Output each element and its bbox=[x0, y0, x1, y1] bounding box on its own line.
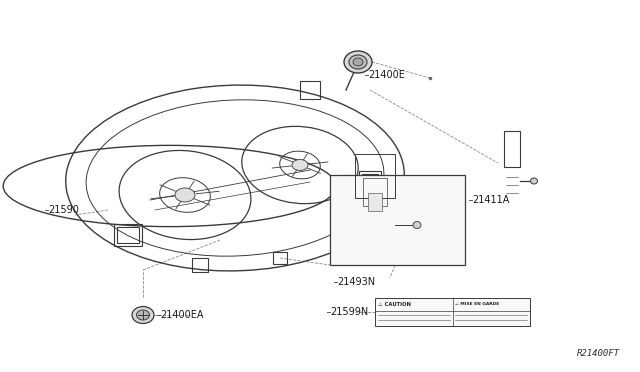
Bar bbox=[368, 193, 382, 211]
Bar bbox=[359, 171, 381, 189]
Text: R21400FT: R21400FT bbox=[577, 349, 620, 358]
Bar bbox=[114, 224, 142, 246]
Text: ⚠ CAUTION: ⚠ CAUTION bbox=[378, 302, 412, 307]
Ellipse shape bbox=[353, 58, 363, 66]
Text: 21590: 21590 bbox=[48, 205, 79, 215]
Ellipse shape bbox=[175, 188, 195, 202]
Text: 21411A: 21411A bbox=[472, 195, 509, 205]
Text: 21400EA: 21400EA bbox=[160, 310, 204, 320]
Bar bbox=[363, 178, 387, 206]
Ellipse shape bbox=[413, 221, 421, 228]
Text: 21599N: 21599N bbox=[330, 307, 368, 317]
Bar bbox=[330, 175, 465, 265]
Bar bbox=[117, 227, 139, 243]
Bar bbox=[362, 174, 378, 186]
Bar bbox=[273, 252, 287, 264]
Bar bbox=[375, 298, 530, 326]
Ellipse shape bbox=[344, 51, 372, 73]
Ellipse shape bbox=[132, 307, 154, 324]
Bar bbox=[192, 258, 208, 272]
Text: 21400E: 21400E bbox=[368, 70, 405, 80]
Text: ⚠ MISE EN GARDE: ⚠ MISE EN GARDE bbox=[455, 302, 499, 306]
Bar bbox=[300, 81, 320, 99]
Ellipse shape bbox=[136, 310, 150, 320]
Bar bbox=[504, 131, 520, 167]
Text: 21493N: 21493N bbox=[337, 277, 375, 287]
Ellipse shape bbox=[349, 55, 367, 69]
Bar bbox=[355, 154, 395, 198]
Ellipse shape bbox=[292, 160, 308, 170]
Ellipse shape bbox=[531, 178, 538, 184]
